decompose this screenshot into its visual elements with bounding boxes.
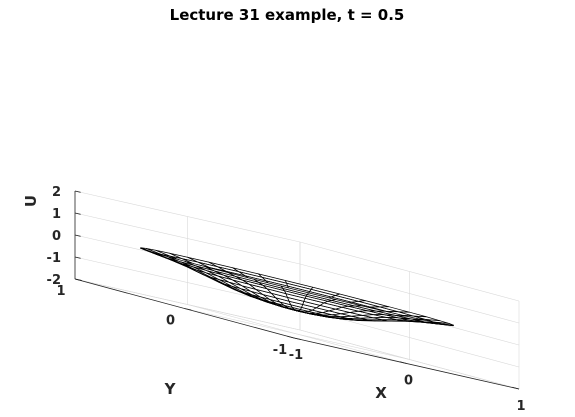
x-tick-mark [399,361,407,364]
back-wall-grid-line-z [74,278,301,331]
x-tick-label: -1 [289,348,303,363]
side-wall-grid-line-z [299,329,520,390]
x-tick-mark [512,386,520,390]
surface-mesh [140,247,454,327]
y-tick-mark [184,308,192,311]
floor-grid-line-y [184,308,410,360]
surface-face [411,318,439,324]
x-tick-label: 0 [404,374,413,389]
y-tick-label: 1 [56,284,65,299]
z-tick-label: 1 [52,207,61,222]
x-tick-label: 1 [516,399,525,414]
back-wall-grid-line-z [74,190,301,243]
z-tick-mark [74,190,81,193]
z-axis-label: U [22,195,40,207]
y-tick-label: 0 [166,314,175,329]
z-tick-mark [74,212,81,215]
z-tick-label: -2 [47,273,61,288]
x-axis-label: X [375,384,387,402]
back-wall-grid-line-z [74,212,301,265]
z-tick-label: -1 [47,251,61,266]
y-tick-label: -1 [273,343,287,358]
y-tick-mark [293,337,301,340]
z-tick-label: 0 [52,229,61,244]
grid-lines [74,190,520,390]
side-wall-grid-line-z [299,263,520,324]
x-tick-mark [287,335,295,339]
z-tick-mark [74,278,81,281]
z-tick-label: 2 [52,185,61,200]
z-tick-mark [74,234,81,237]
y-axis-label: Y [164,380,177,398]
side-wall-grid-line-z [299,241,520,302]
z-tick-mark [74,256,81,259]
axis-lines [74,190,520,390]
chart-title: Lecture 31 example, t = 0.5 [170,6,405,24]
